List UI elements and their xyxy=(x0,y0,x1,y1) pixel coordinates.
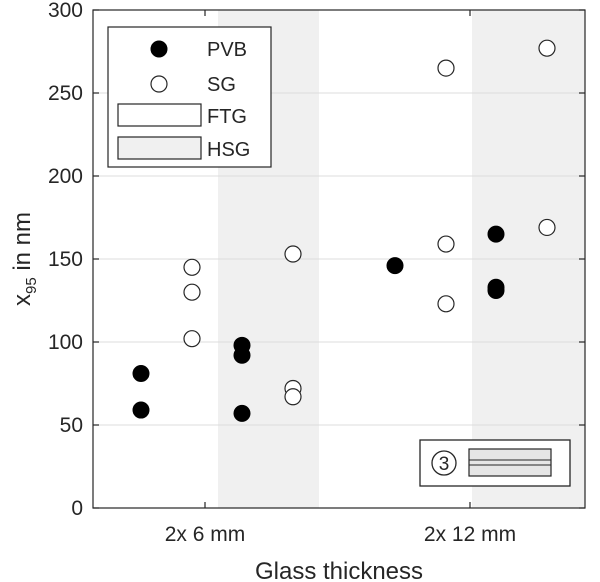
glass-layer-icon: 3 xyxy=(419,439,571,487)
y-tick-label-200: 200 xyxy=(48,165,83,188)
point-sg-10 xyxy=(538,39,556,57)
legend: PVB SG FTG HSG xyxy=(107,26,272,168)
point-pvb-9 xyxy=(487,282,505,300)
legend-patch-hsg xyxy=(117,136,202,160)
y-axis-title-main: x xyxy=(9,294,36,306)
x-axis-title: Glass thickness xyxy=(255,558,423,582)
legend-label-ftg: FTG xyxy=(207,106,247,128)
point-pvb-5 xyxy=(233,404,251,422)
point-sg-4 xyxy=(284,245,302,263)
data-points xyxy=(132,39,556,422)
point-pvb-4 xyxy=(233,346,251,364)
glass-pane-stack xyxy=(468,448,552,477)
y-axis-title-suffix: in nm xyxy=(9,212,36,277)
y-axis-title: x95 in nm xyxy=(9,212,40,306)
point-sg-7 xyxy=(437,59,455,77)
point-sg-3 xyxy=(183,330,201,348)
x-tick-label-1: 2x 6 mm xyxy=(165,523,246,546)
inset-number-circle xyxy=(431,450,457,476)
point-sg-6 xyxy=(284,388,302,406)
y-tick-label-100: 100 xyxy=(48,331,83,354)
point-sg-9 xyxy=(437,295,455,313)
point-sg-11 xyxy=(538,218,556,237)
point-pvb-6 xyxy=(386,257,404,275)
legend-marker-pvb xyxy=(150,40,168,58)
point-pvb-7 xyxy=(487,225,505,243)
y-axis: 0 50 100 150 200 250 300 xyxy=(48,0,585,520)
y-tick-label-150: 150 xyxy=(48,248,83,271)
legend-patch-ftg xyxy=(117,103,202,127)
legend-label-pvb: PVB xyxy=(207,39,247,61)
legend-label-hsg: HSG xyxy=(207,139,250,161)
point-pvb-2 xyxy=(132,401,150,419)
legend-label-sg: SG xyxy=(207,74,236,96)
x-tick-label-2: 2x 12 mm xyxy=(424,523,516,546)
x-axis: 2x 6 mm 2x 12 mm xyxy=(165,10,516,546)
y-tick-label-50: 50 xyxy=(60,414,83,437)
inset-number: 3 xyxy=(439,454,450,475)
point-pvb-1 xyxy=(132,365,150,383)
point-sg-8 xyxy=(437,235,455,253)
y-tick-label-250: 250 xyxy=(48,82,83,105)
y-tick-label-300: 300 xyxy=(48,0,83,22)
y-tick-label-0: 0 xyxy=(71,497,83,520)
legend-marker-sg xyxy=(150,75,168,93)
point-sg-2 xyxy=(183,283,201,301)
point-sg-1 xyxy=(183,258,201,276)
y-axis-title-subscript: 95 xyxy=(23,277,40,294)
